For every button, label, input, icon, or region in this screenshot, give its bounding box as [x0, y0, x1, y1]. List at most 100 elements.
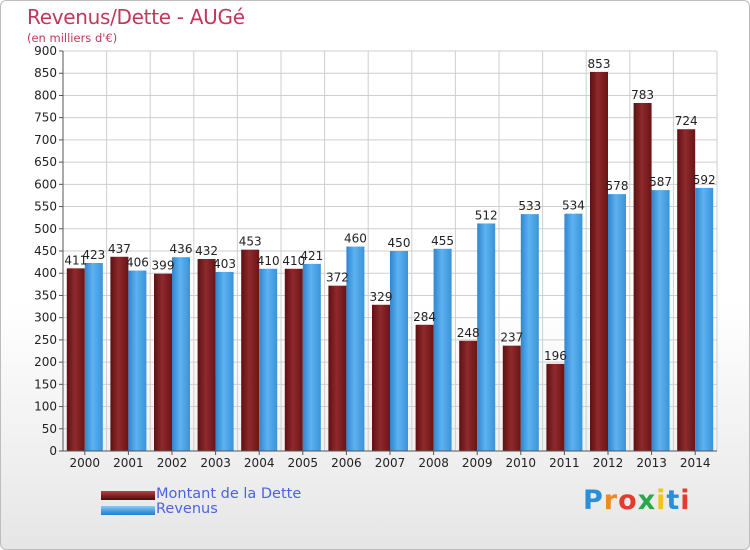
bar-revenus	[477, 223, 496, 451]
value-label-dette: 248	[457, 326, 480, 340]
value-label-dette: 432	[195, 244, 218, 258]
bar-dette	[241, 249, 260, 451]
bar-revenus	[433, 248, 452, 451]
bar-revenus	[651, 190, 670, 451]
legend-swatch-dette	[101, 491, 155, 500]
y-tick-label: 550	[34, 200, 57, 214]
bar-dette	[546, 363, 565, 451]
value-label-revenus: 534	[562, 199, 585, 213]
y-tick-label: 600	[34, 177, 57, 191]
y-tick-label: 400	[34, 266, 57, 280]
y-tick-label: 250	[34, 333, 57, 347]
y-tick-label: 450	[34, 244, 57, 258]
bar-dette	[415, 324, 434, 451]
legend-swatch-revenus	[101, 506, 155, 515]
bar-dette	[372, 304, 390, 451]
x-tick-label: 2012	[593, 456, 624, 470]
bar-revenus	[346, 246, 365, 451]
x-tick-label: 2005	[288, 456, 319, 470]
value-label-dette: 196	[544, 349, 567, 363]
y-tick-label: 200	[34, 355, 57, 369]
value-label-revenus: 410	[257, 254, 280, 268]
value-label-revenus: 423	[82, 248, 105, 262]
value-label-dette: 410	[282, 254, 305, 268]
axes: 0 50 100 150 200 250 300 350 400 450 500 550 600 650 7…	[34, 44, 717, 470]
y-tick-label: 500	[34, 222, 57, 236]
x-tick-label: 2013	[636, 456, 667, 470]
x-tick-label: 2007	[375, 456, 406, 470]
bar-dette	[502, 345, 521, 451]
value-label-revenus: 455	[431, 234, 454, 248]
logo-letter: t	[666, 485, 681, 516]
value-label-dette: 284	[413, 310, 436, 324]
bar-revenus	[302, 263, 321, 451]
bar-chart: 0 50 100 150 200 250 300 350 400 450 500 550 600 650 7…	[34, 44, 718, 470]
bar-dette	[328, 285, 347, 451]
logo-letter: P	[583, 485, 604, 516]
bar-revenus	[608, 194, 626, 451]
bar-dette	[197, 259, 216, 451]
chart-title: Revenus/Dette - AUGé	[27, 5, 245, 29]
bar-dette	[66, 268, 85, 451]
value-label-dette: 411	[64, 253, 87, 267]
legend-label-dette: Montant de la Dette	[156, 486, 302, 502]
y-tick-label: 650	[34, 155, 57, 169]
value-label-revenus: 403	[213, 257, 236, 271]
y-tick-label: 850	[34, 66, 57, 80]
x-tick-label: 2011	[549, 456, 580, 470]
value-label-revenus: 436	[170, 242, 193, 256]
bar-dette	[284, 268, 303, 451]
legend-label-revenus: Revenus	[156, 501, 218, 517]
bar-dette	[459, 340, 478, 451]
value-label-dette: 372	[326, 271, 349, 285]
y-tick-label: 350	[34, 288, 57, 302]
x-tick-label: 2009	[462, 456, 493, 470]
bar-revenus	[564, 213, 583, 451]
value-label-dette: 853	[588, 57, 611, 71]
x-tick-label: 2000	[70, 456, 101, 470]
bar-revenus	[259, 268, 278, 451]
proxiti-logo: Proxiti	[583, 485, 691, 516]
value-label-revenus: 533	[518, 199, 541, 213]
value-label-dette: 437	[108, 242, 131, 256]
bar-revenus	[172, 257, 190, 451]
value-label-revenus: 406	[126, 256, 149, 270]
bar-dette	[110, 256, 129, 451]
value-label-dette: 453	[239, 235, 262, 249]
bar-dette	[677, 129, 696, 451]
value-label-revenus: 421	[300, 249, 323, 263]
x-tick-label: 2003	[200, 456, 231, 470]
bar-revenus	[520, 214, 539, 451]
y-tick-label: 150	[34, 377, 57, 391]
x-tick-label: 2006	[331, 456, 362, 470]
logo-letter: r	[603, 485, 619, 516]
x-tick-label: 2014	[680, 456, 711, 470]
y-tick-label: 50	[42, 422, 57, 436]
bar-dette	[633, 103, 652, 451]
bar-revenus	[84, 263, 103, 451]
y-tick-label: 700	[34, 133, 57, 147]
x-tick-label: 2001	[113, 456, 144, 470]
value-label-revenus: 460	[344, 232, 367, 246]
bar-revenus	[128, 270, 147, 451]
y-tick-label: 800	[34, 88, 57, 102]
x-tick-label: 2008	[418, 456, 449, 470]
y-tick-label: 300	[34, 311, 57, 325]
value-label-revenus: 578	[606, 179, 629, 193]
value-label-revenus: 450	[388, 236, 411, 250]
chart-subtitle: (en milliers d'€)	[27, 31, 118, 45]
bar-revenus	[390, 251, 408, 451]
value-label-dette: 783	[631, 88, 654, 102]
bar-dette	[590, 71, 608, 451]
x-tick-label: 2004	[244, 456, 275, 470]
value-label-dette: 329	[370, 290, 393, 304]
value-label-revenus: 587	[649, 175, 672, 189]
value-label-revenus: 592	[693, 173, 716, 187]
y-tick-label: 750	[34, 111, 57, 125]
value-label-dette: 237	[500, 331, 523, 345]
bars	[66, 71, 714, 451]
logo-letter: i	[656, 485, 667, 516]
y-tick-label: 0	[49, 444, 57, 458]
